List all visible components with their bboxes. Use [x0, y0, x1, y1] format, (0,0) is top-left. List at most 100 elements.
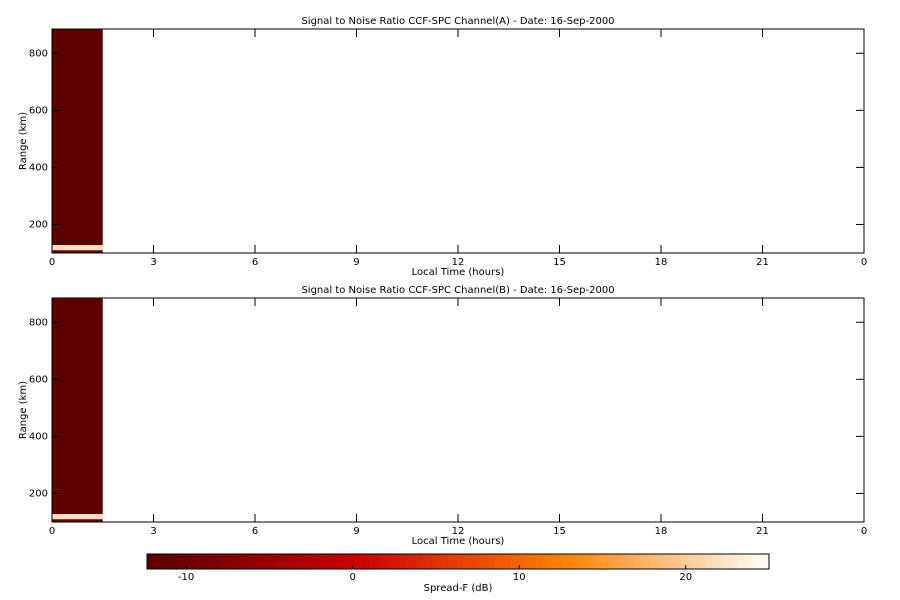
colorbar-swatch [452, 554, 459, 569]
y-tick-label: 600 [29, 105, 48, 116]
colorbar-swatch [758, 554, 765, 569]
chart-title: Signal to Noise Ratio CCF-SPC Channel(B)… [301, 285, 614, 296]
x-tick-label: 12 [452, 257, 465, 268]
colorbar-swatch [411, 554, 418, 569]
colorbar-swatch [644, 554, 651, 569]
colorbar-swatch [546, 554, 552, 569]
colorbar-swatch [286, 554, 293, 569]
colorbar-label: Spread-F (dB) [424, 583, 493, 594]
heat-cell [52, 245, 103, 251]
colorbar-swatch [421, 554, 428, 569]
colorbar-swatch [489, 554, 495, 569]
colorbar-swatch [468, 554, 475, 569]
colorbar-swatch [214, 554, 221, 569]
colorbar-swatch [152, 554, 158, 569]
colorbar-swatch [369, 554, 376, 569]
colorbar-swatch [338, 554, 345, 569]
colorbar-swatch [748, 554, 755, 569]
colorbar-swatch [385, 554, 392, 569]
x-tick-label: 0 [49, 257, 55, 268]
colorbar-swatch [354, 554, 361, 569]
heat-cell [52, 298, 103, 515]
colorbar-swatch [499, 554, 506, 569]
colorbar-swatch [147, 554, 153, 569]
colorbar-swatch [390, 554, 397, 569]
y-tick-label: 400 [29, 162, 48, 173]
colorbar-swatch [266, 554, 272, 569]
x-tick-label: 3 [150, 257, 156, 268]
colorbar-swatch [623, 554, 630, 569]
plot-frame [51, 297, 865, 523]
colorbar-swatch [634, 554, 641, 569]
colorbar-swatch [509, 554, 516, 569]
colorbar-swatch [727, 554, 734, 569]
colorbar-swatch [364, 554, 371, 569]
x-tick-label: 0 [49, 526, 55, 537]
colorbar-swatch [463, 554, 469, 569]
x-tick-label: 3 [150, 526, 156, 537]
colorbar-swatch [753, 554, 760, 569]
colorbar-swatch [572, 554, 578, 569]
colorbar-swatch [561, 554, 568, 569]
colorbar-swatch [732, 554, 739, 569]
colorbar-swatch [639, 554, 646, 569]
colorbar-swatch [406, 554, 412, 569]
colorbar-swatch [204, 554, 210, 569]
colorbar-swatch [478, 554, 485, 569]
colorbar-swatch [193, 554, 200, 569]
y-tick-label: 400 [29, 431, 48, 442]
y-tick-label: 600 [29, 374, 48, 385]
colorbar-swatch [167, 554, 174, 569]
colorbar-swatch [458, 554, 464, 569]
colorbar-swatch [209, 554, 215, 569]
colorbar-swatch [504, 554, 511, 569]
colorbar-swatch [551, 554, 558, 569]
heat-cell [52, 250, 103, 253]
x-axis-label: Local Time (hours) [412, 267, 505, 278]
colorbar-swatch [540, 554, 547, 569]
x-tick-label: 0 [861, 526, 867, 537]
x-tick-label: 6 [252, 257, 258, 268]
x-tick-label: 21 [756, 257, 769, 268]
colorbar-swatch [271, 554, 278, 569]
colorbar-swatch [691, 554, 698, 569]
colorbar-swatch [603, 554, 609, 569]
y-tick-label: 200 [29, 488, 48, 499]
colorbar-swatch [307, 554, 314, 569]
colorbar-swatch [255, 554, 262, 569]
colorbar-swatch [333, 554, 340, 569]
y-axis-label: Range (km) [18, 112, 29, 170]
colorbar-swatch [276, 554, 283, 569]
colorbar-swatch [380, 554, 387, 569]
colorbar-swatch [172, 554, 179, 569]
colorbar-swatch [437, 554, 444, 569]
colorbar-swatch [302, 554, 309, 569]
colorbar-swatch [245, 554, 252, 569]
colorbar-swatch [618, 554, 625, 569]
colorbar-swatch [711, 554, 718, 569]
colorbar-swatch [722, 554, 729, 569]
heat-cell [52, 519, 103, 522]
colorbar-swatch [613, 554, 620, 569]
colorbar-swatch [629, 554, 635, 569]
colorbar-swatch [235, 554, 241, 569]
colorbar-swatch [447, 554, 454, 569]
colorbar-swatch [582, 554, 589, 569]
colorbar-swatch [680, 554, 687, 569]
colorbar-swatch [737, 554, 744, 569]
colorbar-swatch [556, 554, 563, 569]
colorbar-swatch [535, 554, 542, 569]
colorbar-swatch [224, 554, 231, 569]
heat-cell [52, 514, 103, 520]
x-tick-label: 0 [861, 257, 867, 268]
heat-cell [52, 29, 103, 246]
colorbar-frame [146, 553, 770, 570]
x-tick-label: 9 [353, 257, 359, 268]
colorbar-swatch [395, 554, 402, 569]
x-axis-label: Local Time (hours) [412, 536, 505, 547]
colorbar-swatch [281, 554, 288, 569]
colorbar-swatch [717, 554, 723, 569]
colorbar-swatch [297, 554, 304, 569]
colorbar-swatch [675, 554, 682, 569]
